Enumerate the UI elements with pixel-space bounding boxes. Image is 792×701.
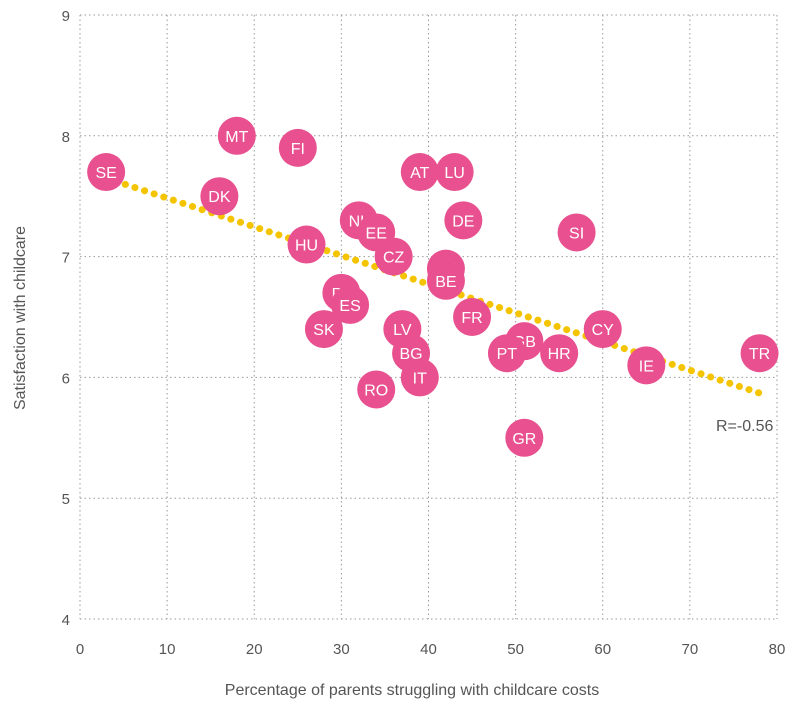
y-tick-label: 6 — [62, 370, 70, 387]
x-tick-label: 80 — [769, 641, 786, 658]
data-point-it: IT — [400, 358, 439, 397]
point-marker — [583, 310, 622, 349]
correlation-annotation: R=-0.56 — [716, 418, 773, 435]
data-point-gr: GR — [505, 418, 544, 457]
x-tick-label: 20 — [246, 641, 263, 658]
data-point-tr: TR — [740, 334, 779, 373]
point-marker — [400, 358, 439, 397]
point-marker — [557, 213, 596, 252]
data-point-de: DE — [444, 201, 483, 240]
point-label: DE — [452, 213, 474, 230]
point-label: IT — [413, 370, 427, 387]
data-point-hr: HR — [540, 334, 579, 373]
data-points: SEMTFIDKATLUNLEEDESIHUCZLTBEPLESFRSKLVCY… — [87, 116, 779, 457]
x-tick-label: 40 — [420, 641, 437, 658]
point-label: AT — [410, 165, 429, 182]
point-label: FI — [291, 141, 305, 158]
data-point-cz: CZ — [374, 237, 413, 276]
point-label: FR — [461, 310, 482, 327]
point-label: DK — [208, 189, 231, 206]
point-marker — [278, 128, 317, 167]
point-label: MT — [225, 129, 248, 146]
point-marker — [435, 153, 474, 192]
point-label: SE — [95, 165, 116, 182]
point-marker — [540, 334, 579, 373]
point-label: BE — [435, 274, 456, 291]
data-point-ro: RO — [357, 370, 396, 409]
data-point-se: SE — [87, 153, 126, 192]
y-tick-label: 7 — [62, 250, 70, 267]
point-marker — [200, 177, 239, 216]
data-point-be: BE — [426, 261, 465, 300]
point-marker — [87, 153, 126, 192]
point-marker — [487, 334, 526, 373]
y-tick-label: 4 — [62, 612, 70, 629]
point-marker — [374, 237, 413, 276]
data-point-es: ES — [331, 285, 370, 324]
y-tick-label: 9 — [62, 8, 70, 25]
data-point-cy: CY — [583, 310, 622, 349]
grid — [79, 14, 778, 620]
x-tick-label: 60 — [594, 641, 611, 658]
data-point-pt: PT — [487, 334, 526, 373]
data-point-at: AT — [400, 153, 439, 192]
x-axis-ticks: 0 10 20 30 40 50 60 70 80 — [76, 641, 786, 658]
point-marker — [304, 310, 343, 349]
point-label: LU — [444, 165, 464, 182]
point-label: CZ — [383, 250, 405, 267]
data-point-mt: MT — [217, 116, 256, 155]
point-label: GR — [512, 431, 536, 448]
x-tick-label: 10 — [159, 641, 176, 658]
point-marker — [740, 334, 779, 373]
data-point-si: SI — [557, 213, 596, 252]
point-label: SI — [569, 225, 584, 242]
point-marker — [357, 370, 396, 409]
point-label: HU — [295, 238, 318, 255]
point-marker — [331, 285, 370, 324]
x-axis-label: Percentage of parents struggling with ch… — [225, 682, 599, 699]
data-point-dk: DK — [200, 177, 239, 216]
data-point-lu: LU — [435, 153, 474, 192]
data-point-fi: FI — [278, 128, 317, 167]
x-tick-label: 30 — [333, 641, 350, 658]
y-tick-label: 8 — [62, 129, 70, 146]
y-tick-label: 5 — [62, 491, 70, 508]
point-marker — [505, 418, 544, 457]
point-marker — [453, 298, 492, 336]
point-marker — [444, 201, 483, 240]
point-label: ES — [339, 298, 360, 315]
point-label: TR — [749, 346, 770, 363]
point-label: RO — [364, 382, 388, 399]
point-label: CY — [592, 322, 615, 339]
y-axis-label: Satisfaction with childcare — [12, 226, 29, 410]
data-point-sk: SK — [304, 310, 343, 349]
x-tick-label: 50 — [507, 641, 524, 658]
y-axis-ticks: 4 5 6 7 8 9 — [62, 8, 70, 629]
data-point-hu: HU — [287, 225, 326, 264]
point-label: PT — [497, 346, 518, 363]
point-marker — [287, 225, 326, 264]
point-label: SK — [313, 322, 335, 339]
x-tick-label: 0 — [76, 641, 84, 658]
point-label: HR — [548, 346, 571, 363]
point-marker — [217, 116, 256, 155]
point-marker — [400, 153, 439, 192]
x-tick-label: 70 — [682, 641, 699, 658]
point-marker — [627, 346, 666, 385]
data-point-ie: IE — [627, 346, 666, 385]
point-marker — [426, 261, 465, 300]
point-label: EE — [366, 225, 387, 242]
point-label: IE — [639, 358, 654, 375]
data-point-fr: FR — [453, 298, 492, 336]
